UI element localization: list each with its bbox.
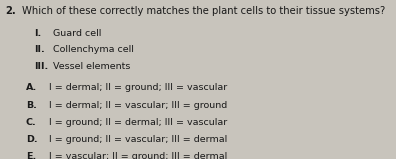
Text: 2.: 2. (5, 6, 15, 16)
Text: I = ground; II = vascular; III = dermal: I = ground; II = vascular; III = dermal (46, 135, 227, 144)
Text: Vessel elements: Vessel elements (53, 62, 131, 71)
Text: I = ground; II = dermal; III = vascular: I = ground; II = dermal; III = vascular (46, 118, 227, 127)
Text: A.: A. (26, 83, 37, 93)
Text: Collenchyma cell: Collenchyma cell (53, 45, 134, 54)
Text: B.: B. (26, 101, 36, 110)
Text: Which of these correctly matches the plant cells to their tissue systems?: Which of these correctly matches the pla… (22, 6, 385, 16)
Text: I.: I. (34, 29, 41, 38)
Text: D.: D. (26, 135, 37, 144)
Text: C.: C. (26, 118, 36, 127)
Text: E.: E. (26, 152, 36, 159)
Text: I = dermal; II = vascular; III = ground: I = dermal; II = vascular; III = ground (46, 101, 227, 110)
Text: I = vascular; II = ground; III = dermal: I = vascular; II = ground; III = dermal (46, 152, 227, 159)
Text: I = dermal; II = ground; III = vascular: I = dermal; II = ground; III = vascular (46, 83, 227, 93)
Text: Guard cell: Guard cell (53, 29, 102, 38)
Text: II.: II. (34, 45, 44, 54)
Text: III.: III. (34, 62, 48, 71)
